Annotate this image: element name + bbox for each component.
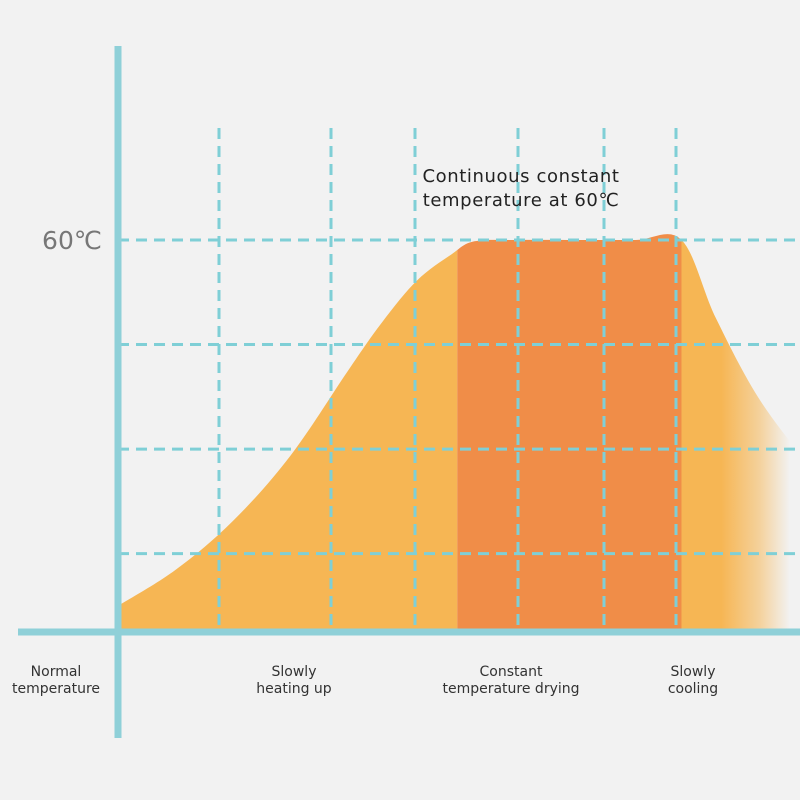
heating-phase-area	[118, 234, 458, 632]
chart-title-line: Continuous constant	[422, 166, 619, 187]
phase-label-constant: temperature drying	[442, 681, 579, 697]
chart-title-line: temperature at 60℃	[423, 190, 620, 211]
phase-label-normal: temperature	[12, 681, 100, 697]
phase-label-normal: Normal	[31, 664, 82, 680]
phase-label-cooling: Slowly	[671, 664, 716, 680]
constant-phase-area	[457, 234, 682, 632]
phase-label-cooling: cooling	[668, 681, 718, 697]
cooling-phase-area	[681, 234, 800, 632]
phase-label-heating: Slowly	[272, 664, 317, 680]
y-tick-label: 60℃	[42, 226, 102, 255]
phase-label-heating: heating up	[256, 681, 332, 697]
phase-label-constant: Constant	[480, 664, 543, 680]
